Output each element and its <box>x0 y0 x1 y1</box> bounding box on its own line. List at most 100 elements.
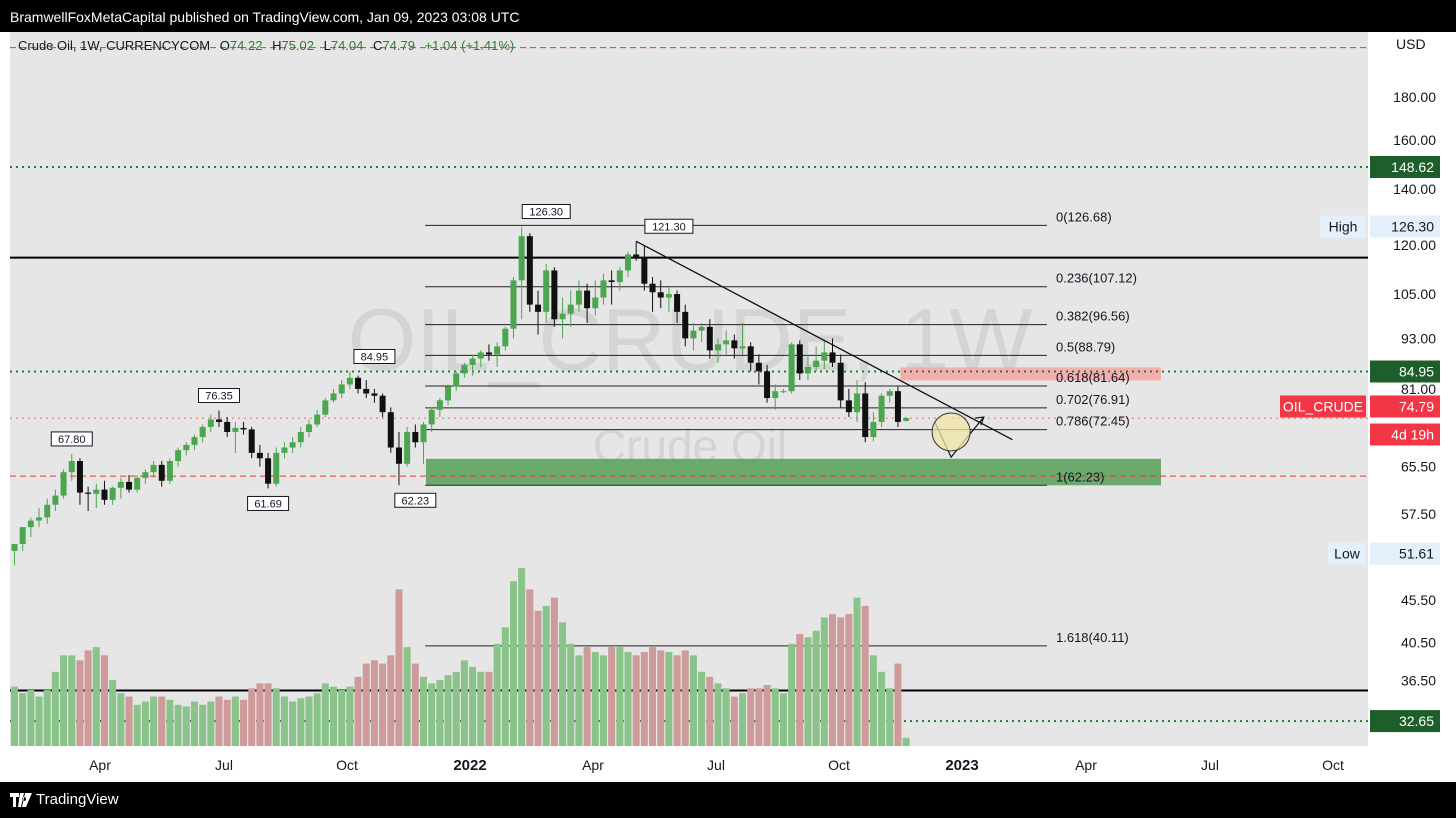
volume-bar <box>575 655 583 746</box>
candle-body <box>796 344 803 374</box>
volume-bar <box>125 696 133 746</box>
candle-body <box>461 364 468 374</box>
fib-retracement[interactable]: 0(126.68) 0.236(107.12) 0.382(96.56) 0.5(88… <box>425 209 1137 647</box>
volume-bar <box>698 671 706 746</box>
peak-label: 121.30 <box>652 221 686 233</box>
volume-bar <box>812 630 820 746</box>
candle-body <box>886 391 893 396</box>
price-axis-label-box <box>1370 360 1440 383</box>
candle-body <box>878 395 885 422</box>
price-scale[interactable]: 180.00 160.00 140.00 120.00 105.00 93.00 81.00… <box>1393 89 1436 688</box>
volume-bar <box>681 650 689 746</box>
volume-bar <box>599 655 607 746</box>
price-tag-text: OIL_CRUDE <box>1283 398 1363 414</box>
fib-level-label: 0.382(96.56) <box>1056 309 1130 324</box>
highlight-circle <box>931 412 971 452</box>
candle-body <box>567 304 574 314</box>
candle-body <box>248 429 255 453</box>
volume-bar <box>559 622 567 746</box>
candle-body <box>453 373 460 387</box>
peak-label-box <box>644 218 694 234</box>
volume-bar <box>755 688 763 746</box>
projection-arrowhead <box>974 416 985 426</box>
time-tick-label: Apr <box>582 757 604 773</box>
price-axis-label: 51.61 <box>1399 546 1434 562</box>
price-axis-label: 32.65 <box>1399 713 1434 729</box>
price-axis-label: 74.79 <box>1399 398 1434 414</box>
candle-body <box>706 326 713 351</box>
volume-bars <box>11 568 910 746</box>
volume-bar <box>485 671 493 746</box>
volume-bar <box>272 688 280 746</box>
volume-bar <box>150 696 158 746</box>
candle-body <box>387 412 394 448</box>
candle-body <box>821 352 828 361</box>
candle-body <box>837 362 844 401</box>
candle-body <box>625 254 631 271</box>
volume-bar <box>779 693 787 746</box>
volume-bar <box>730 696 738 746</box>
time-tick-label: Jul <box>1201 757 1219 773</box>
candle-body <box>854 393 861 413</box>
volume-bar <box>84 650 92 746</box>
candle-body <box>592 297 599 309</box>
candle-body <box>281 447 288 453</box>
volume-bar <box>853 597 861 746</box>
price-tag-box <box>1328 542 1366 565</box>
time-scale[interactable]: Apr Jul Oct 2022 Apr Jul Oct 2023 Apr Jul Oct <box>89 757 1344 774</box>
price-tick-label: 105.00 <box>1393 286 1436 302</box>
volume-bar <box>886 688 894 746</box>
candle-body <box>649 283 656 293</box>
candle-body <box>764 371 771 399</box>
candle-body <box>575 290 582 305</box>
candle-body <box>633 254 640 258</box>
candle-body <box>363 388 370 394</box>
volume-bar <box>518 568 526 746</box>
volume-bar <box>452 671 460 746</box>
candle-body <box>44 504 51 518</box>
volume-bar <box>223 699 231 746</box>
candle-body <box>322 400 329 415</box>
time-tick-label: Jul <box>215 757 233 773</box>
candle-body <box>485 352 492 355</box>
volume-bar <box>591 652 599 746</box>
candle-body <box>371 393 378 396</box>
candle-body <box>101 489 108 500</box>
publisher-line: BramwellFoxMetaCapital published on Trad… <box>10 9 520 25</box>
candle-body <box>289 442 296 448</box>
volume-bar <box>354 676 362 746</box>
peak-label: 84.95 <box>361 351 389 363</box>
price-scale-labels: 148.62 High 126.30 84.95 OIL_CRUDE 74.79 4d 19… <box>1280 155 1440 733</box>
volume-bar <box>403 647 411 746</box>
candle-body <box>150 464 157 473</box>
volume-bar <box>109 680 117 746</box>
horizontal-lines-layer <box>10 47 1368 723</box>
time-tick-label: Oct <box>336 757 358 773</box>
price-chart[interactable]: OIL_CRUDE, 1W Crude Oil 0(126.68)0.236(1… <box>0 32 1456 782</box>
candle-body <box>93 489 100 494</box>
candle-body <box>265 458 272 484</box>
volume-bar <box>640 652 648 746</box>
candle-body <box>755 362 762 372</box>
candle-body <box>199 426 206 438</box>
footer-bar: TradingView <box>0 782 1456 818</box>
candle-body <box>314 414 321 425</box>
tradingview-logo-icon <box>10 793 32 807</box>
fib-level-label: 0.618(81.64) <box>1056 370 1130 385</box>
candle-body <box>543 270 550 312</box>
drawings-layer[interactable] <box>635 240 1013 459</box>
volume-bar <box>117 693 125 746</box>
candle-body <box>191 437 198 445</box>
price-axis-label: 148.62 <box>1391 159 1434 175</box>
currency-label: USD <box>1396 36 1426 52</box>
peak-label-box <box>198 388 240 404</box>
volume-bar <box>460 660 468 746</box>
candle-body <box>273 452 280 484</box>
volume-bar <box>845 614 853 746</box>
time-tick-label: Apr <box>89 757 111 773</box>
fib-level-label: 0.236(107.12) <box>1056 271 1137 286</box>
candle-body <box>714 344 721 351</box>
volume-bar <box>689 655 697 746</box>
volume-bar <box>43 689 51 746</box>
volume-bar <box>240 699 248 746</box>
